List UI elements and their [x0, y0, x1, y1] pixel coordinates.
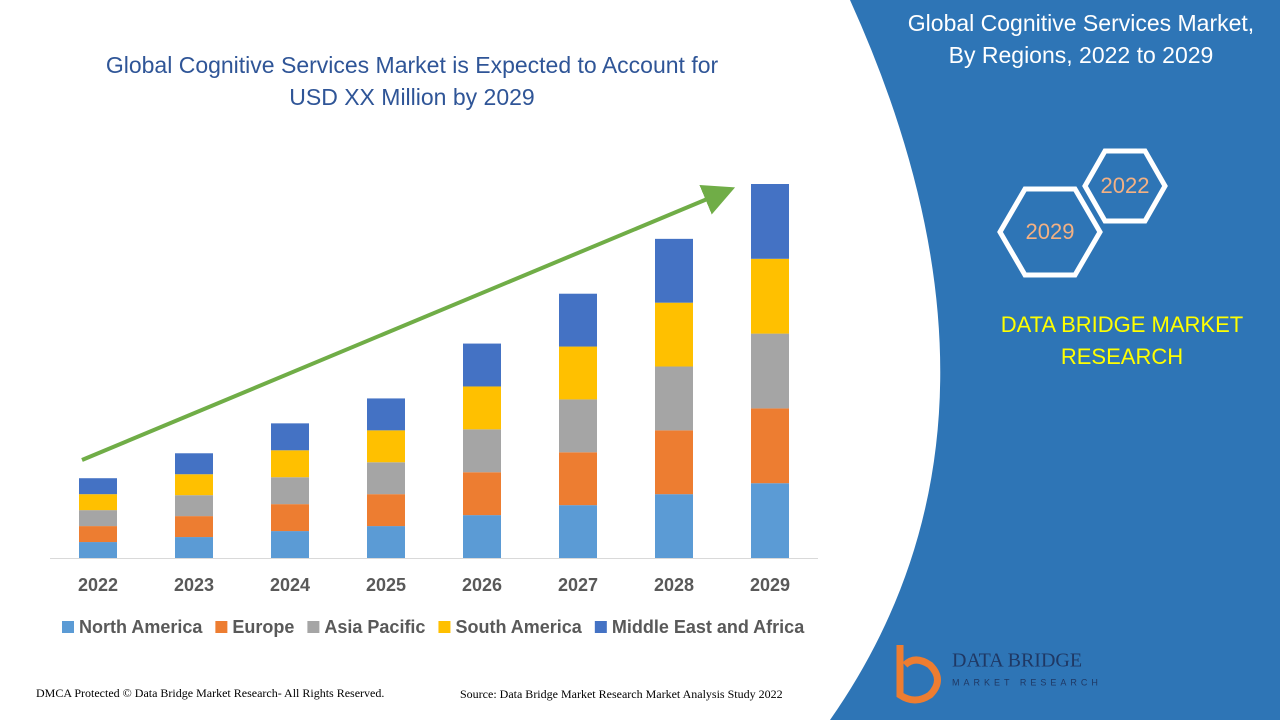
x-tick-label: 2027 [558, 575, 598, 595]
bar-segment [463, 472, 501, 516]
side-panel [830, 0, 1280, 720]
brand-text: RESEARCH [1061, 344, 1183, 369]
bar-segment [463, 386, 501, 430]
legend-swatch [62, 621, 74, 633]
copyright: DMCA Protected © Data Bridge Market Rese… [36, 686, 384, 700]
bar-segment [463, 515, 501, 558]
bar-segment [655, 430, 693, 495]
bar-segment [367, 494, 405, 527]
bar-segment [175, 516, 213, 538]
logo: DATA BRIDGE MARKET RESEARCH [896, 645, 1102, 704]
bar-segment [79, 542, 117, 558]
bar-segment [751, 483, 789, 558]
bar-segment [79, 510, 117, 527]
bar-segment [79, 478, 117, 495]
chart-title: Global Cognitive Services Market is Expe… [106, 52, 719, 78]
legend-swatch [438, 621, 451, 633]
bar-segment [271, 477, 309, 505]
bar-segment [271, 450, 309, 478]
panel-title: By Regions, 2022 to 2029 [949, 42, 1214, 68]
logo-text: MARKET RESEARCH [952, 677, 1102, 687]
bar-segment [463, 429, 501, 473]
bar-segment [559, 346, 597, 400]
legend-label: Middle East and Africa [612, 617, 805, 637]
bar-segment [271, 504, 309, 532]
x-tick-label: 2029 [750, 575, 790, 595]
brand-text: DATA BRIDGE MARKET [1001, 312, 1243, 337]
source: Source: Data Bridge Market Research Mark… [460, 687, 783, 701]
x-tick-label: 2023 [174, 575, 214, 595]
x-tick-label: 2022 [78, 575, 118, 595]
bar-segment [559, 505, 597, 558]
chart-title: USD XX Million by 2029 [289, 84, 534, 110]
bar-segment [175, 453, 213, 475]
hex-label: 2022 [1101, 173, 1150, 198]
bar-segment [367, 398, 405, 431]
legend-label: Europe [232, 617, 294, 637]
bar-segment [751, 184, 789, 259]
bar-segment [175, 474, 213, 496]
bar-segment [463, 343, 501, 387]
bar-segment [655, 238, 693, 303]
legend-swatch [215, 621, 228, 633]
bar-segment [559, 293, 597, 347]
bar-segment [559, 452, 597, 506]
bar-segment [175, 537, 213, 558]
bars: 2022 2023 2024 2025 2026 2027 2028 2029 [78, 184, 790, 595]
hexagon [1082, 148, 1168, 224]
bar-segment [751, 408, 789, 484]
logo-mark [896, 645, 941, 704]
trend-arrow [81, 184, 736, 462]
legend-label: Asia Pacific [324, 617, 425, 637]
legend: North America Europe Asia Pacific South Ame… [62, 617, 805, 637]
legend-label: South America [455, 617, 582, 637]
bar-segment [655, 366, 693, 431]
bar-segment [271, 531, 309, 558]
x-tick-label: 2024 [270, 575, 310, 595]
bar-segment [175, 495, 213, 517]
bar-segment [559, 399, 597, 453]
legend-swatch [594, 621, 607, 633]
x-tick-label: 2025 [366, 575, 406, 595]
legend-label: North America [79, 617, 203, 637]
x-tick-label: 2028 [654, 575, 694, 595]
bar-segment [655, 302, 693, 367]
bar-segment [655, 494, 693, 558]
bar-segment [271, 423, 309, 451]
bar-segment [751, 333, 789, 409]
bar-segment [367, 526, 405, 558]
logo-text: DATA BRIDGE [952, 650, 1082, 672]
bar-segment [367, 462, 405, 495]
x-tick-label: 2026 [462, 575, 502, 595]
bar-segment [367, 430, 405, 463]
bar-segment [79, 526, 117, 543]
bar-segment [79, 494, 117, 511]
hex-label: 2029 [1026, 219, 1075, 244]
legend-swatch [307, 621, 320, 633]
panel-title: Global Cognitive Services Market, [908, 10, 1254, 36]
bar-segment [751, 258, 789, 334]
hexagon [997, 186, 1103, 278]
